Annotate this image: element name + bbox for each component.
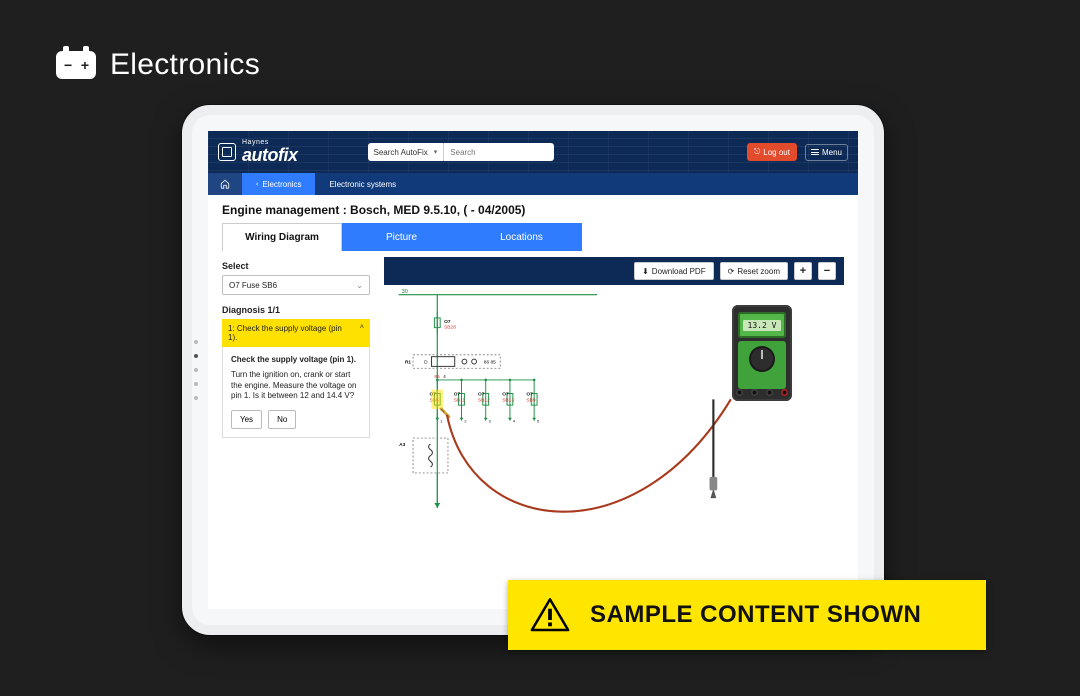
search-scope-select[interactable]: Search AutoFix ▾ <box>368 143 445 161</box>
component-select-value: O7 Fuse SB6 <box>229 281 277 290</box>
svg-text:3: 3 <box>489 419 491 424</box>
reset-zoom-button[interactable]: ⟳ Reset zoom <box>720 262 788 280</box>
content-body: Select O7 Fuse SB6 ⌄ Diagnosis 1/1 1: Ch… <box>208 251 858 609</box>
multimeter-reading: 13.2 V <box>743 320 782 331</box>
category-header: −+ Electronics <box>56 48 260 82</box>
home-icon <box>220 179 230 189</box>
svg-text:86 85: 86 85 <box>484 359 496 365</box>
svg-text:D: D <box>424 359 428 365</box>
diagnosis-card-body: Turn the ignition on, crank or start the… <box>231 370 361 402</box>
menu-label: Menu <box>822 148 842 157</box>
svg-text:30: 30 <box>401 289 407 295</box>
diagnosis-counter: Diagnosis 1/1 <box>222 305 370 315</box>
tablet-frame: Haynes autofix Search AutoFix ▾ ⎋ Log ou… <box>182 105 884 635</box>
download-pdf-button[interactable]: ⬇ Download PDF <box>634 262 714 280</box>
multimeter-dial <box>751 348 773 370</box>
search-scope-label: Search AutoFix <box>374 148 428 157</box>
svg-text:A3: A3 <box>399 442 405 448</box>
diagnosis-card-heading: Check the supply voltage (pin 1). <box>231 355 361 366</box>
diagnosis-step-header[interactable]: 1: Check the supply voltage (pin 1). ˄ <box>222 319 370 347</box>
svg-text:O7: O7 <box>444 319 451 325</box>
page-dots <box>194 340 198 400</box>
diagram-toolbar: ⬇ Download PDF ⟳ Reset zoom + − <box>384 257 844 285</box>
chevron-down-icon: ⌄ <box>356 281 363 290</box>
search-input[interactable] <box>444 143 554 161</box>
tab-picture[interactable]: Picture <box>342 223 462 251</box>
zoom-in-button[interactable]: + <box>794 262 812 280</box>
left-panel: Select O7 Fuse SB6 ⌄ Diagnosis 1/1 1: Ch… <box>222 257 370 595</box>
page-title: Engine management : Bosch, MED 9.5.10, (… <box>208 195 858 223</box>
svg-text:SB12: SB12 <box>478 397 490 403</box>
logout-button[interactable]: ⎋ Log out <box>747 143 797 161</box>
multimeter-screen: 13.2 V <box>738 312 786 338</box>
hamburger-icon <box>811 148 819 157</box>
tab-locations[interactable]: Locations <box>462 223 582 251</box>
breadcrumb-electronics-label: Electronics <box>262 180 301 189</box>
download-icon: ⬇ <box>642 267 649 276</box>
diagram-panel: ⬇ Download PDF ⟳ Reset zoom + − 30O7SB28… <box>384 257 844 595</box>
zoom-out-button[interactable]: − <box>818 262 836 280</box>
breadcrumb-home[interactable] <box>208 173 242 195</box>
multimeter-jacks <box>736 389 788 399</box>
svg-text:SB9: SB9 <box>526 397 535 403</box>
reset-zoom-label: Reset zoom <box>737 267 780 276</box>
menu-button[interactable]: Menu <box>805 144 848 161</box>
diagnosis-no-button[interactable]: No <box>268 410 296 429</box>
svg-text:5: 5 <box>537 419 539 424</box>
wiring-canvas[interactable]: 30O7SB28R1D86 85954O7SB61O7SB112O7SB123O… <box>384 285 844 595</box>
diagnosis-card: Check the supply voltage (pin 1). Turn t… <box>222 347 370 438</box>
svg-text:R1: R1 <box>405 359 411 365</box>
reset-icon: ⟳ <box>728 267 735 276</box>
download-pdf-label: Download PDF <box>652 267 706 276</box>
warning-icon <box>530 597 570 633</box>
diagnosis-yes-button[interactable]: Yes <box>231 410 262 429</box>
breadcrumb: ‹ Electronics Electronic systems <box>208 173 858 195</box>
svg-text:1: 1 <box>440 419 442 424</box>
svg-text:SB11: SB11 <box>454 397 466 403</box>
chevron-down-icon: ▾ <box>434 148 438 156</box>
svg-text:2: 2 <box>464 419 466 424</box>
battery-icon: −+ <box>56 51 96 79</box>
svg-text:O7: O7 <box>502 391 509 397</box>
brand-icon <box>218 143 236 161</box>
svg-text:O7: O7 <box>454 391 461 397</box>
search: Search AutoFix ▾ <box>368 143 555 161</box>
tablet-screen: Haynes autofix Search AutoFix ▾ ⎋ Log ou… <box>208 131 858 609</box>
diagnosis-step-label: 1: Check the supply voltage (pin 1). <box>228 324 348 342</box>
multimeter: 13.2 V <box>732 305 792 401</box>
tab-wiring-diagram[interactable]: Wiring Diagram <box>222 223 342 251</box>
component-select[interactable]: O7 Fuse SB6 ⌄ <box>222 275 370 295</box>
app-header: Haynes autofix Search AutoFix ▾ ⎋ Log ou… <box>208 131 858 173</box>
brand[interactable]: Haynes autofix <box>218 140 298 164</box>
select-label: Select <box>222 261 370 271</box>
svg-text:SB13: SB13 <box>502 397 514 403</box>
svg-text:SB28: SB28 <box>444 325 456 331</box>
svg-text:O7: O7 <box>478 391 485 397</box>
logout-label: Log out <box>763 148 790 157</box>
svg-text:O7: O7 <box>526 391 533 397</box>
svg-text:4: 4 <box>443 374 446 380</box>
chevron-up-icon: ˄ <box>360 324 364 331</box>
tabs: Wiring Diagram Picture Locations <box>208 223 858 251</box>
logout-icon: ⎋ <box>754 147 760 157</box>
sample-banner: SAMPLE CONTENT SHOWN <box>508 580 986 650</box>
breadcrumb-systems-label: Electronic systems <box>329 180 396 189</box>
chevron-left-icon: ‹ <box>256 181 258 188</box>
multimeter-body <box>738 341 786 389</box>
sample-banner-text: SAMPLE CONTENT SHOWN <box>590 601 921 629</box>
breadcrumb-electronics[interactable]: ‹ Electronics <box>242 173 315 195</box>
breadcrumb-systems[interactable]: Electronic systems <box>315 173 410 195</box>
brand-autofix: autofix <box>242 147 298 164</box>
category-label: Electronics <box>110 48 260 82</box>
svg-text:4: 4 <box>513 419 516 424</box>
